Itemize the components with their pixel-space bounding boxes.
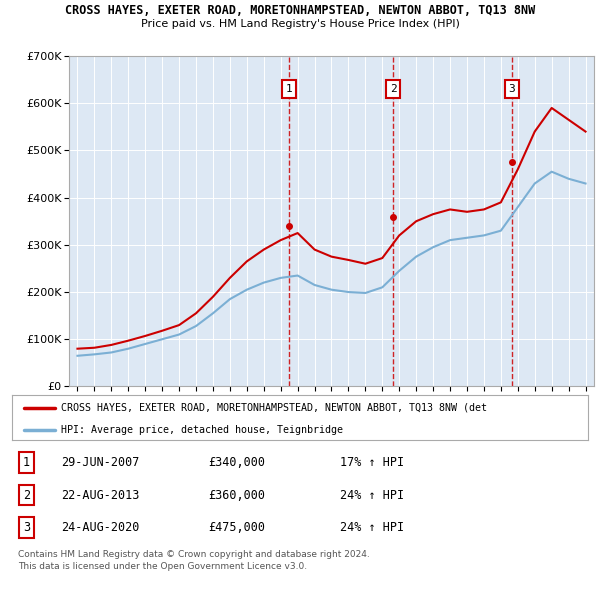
Text: 22-AUG-2013: 22-AUG-2013 [61,489,139,502]
Text: 24% ↑ HPI: 24% ↑ HPI [340,489,404,502]
Text: £340,000: £340,000 [208,456,265,469]
Text: 2: 2 [390,84,397,94]
Text: 24% ↑ HPI: 24% ↑ HPI [340,521,404,534]
Text: 2: 2 [23,489,30,502]
Text: 17% ↑ HPI: 17% ↑ HPI [340,456,404,469]
Text: 3: 3 [23,521,30,534]
Text: 1: 1 [23,456,30,469]
Text: £475,000: £475,000 [208,521,265,534]
Text: 29-JUN-2007: 29-JUN-2007 [61,456,139,469]
Text: CROSS HAYES, EXETER ROAD, MORETONHAMPSTEAD, NEWTON ABBOT, TQ13 8NW (det: CROSS HAYES, EXETER ROAD, MORETONHAMPSTE… [61,403,487,412]
Text: This data is licensed under the Open Government Licence v3.0.: This data is licensed under the Open Gov… [18,562,307,571]
Text: HPI: Average price, detached house, Teignbridge: HPI: Average price, detached house, Teig… [61,425,343,435]
Text: Contains HM Land Registry data © Crown copyright and database right 2024.: Contains HM Land Registry data © Crown c… [18,550,370,559]
Text: 24-AUG-2020: 24-AUG-2020 [61,521,139,534]
Text: 1: 1 [286,84,292,94]
Text: Price paid vs. HM Land Registry's House Price Index (HPI): Price paid vs. HM Land Registry's House … [140,19,460,29]
Text: £360,000: £360,000 [208,489,265,502]
Text: CROSS HAYES, EXETER ROAD, MORETONHAMPSTEAD, NEWTON ABBOT, TQ13 8NW: CROSS HAYES, EXETER ROAD, MORETONHAMPSTE… [65,4,535,17]
Text: 3: 3 [508,84,515,94]
